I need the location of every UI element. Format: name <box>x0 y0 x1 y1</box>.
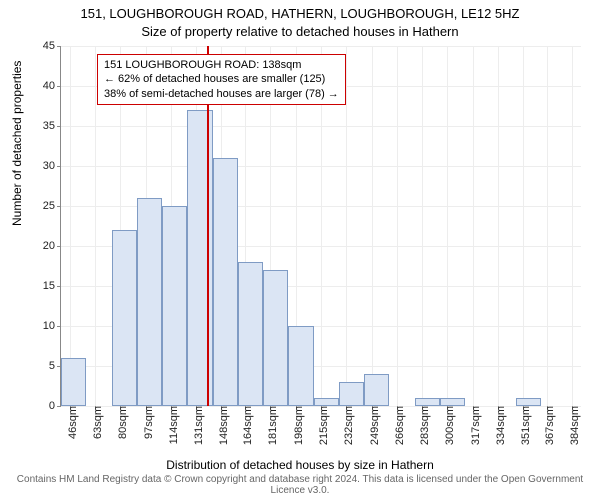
vgridline <box>447 46 448 406</box>
vgridline <box>372 46 373 406</box>
chart-container: 151, LOUGHBOROUGH ROAD, HATHERN, LOUGHBO… <box>0 0 600 500</box>
histogram-bar <box>415 398 440 406</box>
histogram-bar <box>516 398 541 406</box>
histogram-bar <box>288 326 313 406</box>
vgridline <box>473 46 474 406</box>
histogram-bar <box>187 110 212 406</box>
histogram-bar <box>263 270 288 406</box>
vgridline <box>95 46 96 406</box>
histogram-bar <box>440 398 465 406</box>
vgridline <box>523 46 524 406</box>
xtick-label: 334sqm <box>489 406 507 445</box>
annotation-box: 151 LOUGHBOROUGH ROAD: 138sqm ← 62% of d… <box>97 54 346 105</box>
chart-title-main: 151, LOUGHBOROUGH ROAD, HATHERN, LOUGHBO… <box>0 6 600 21</box>
xtick-label: 351sqm <box>514 406 532 445</box>
xtick-label: 131sqm <box>187 406 205 445</box>
xtick-label: 97sqm <box>137 406 155 439</box>
xtick-label: 46sqm <box>61 406 79 439</box>
annotation-line-3: 38% of semi-detached houses are larger (… <box>104 87 339 101</box>
footer-text: Contains HM Land Registry data © Crown c… <box>0 474 600 496</box>
histogram-bar <box>162 206 187 406</box>
annotation-line-2: ← 62% of detached houses are smaller (12… <box>104 72 339 86</box>
ytick-label: 5 <box>49 360 61 372</box>
xtick-label: 367sqm <box>538 406 556 445</box>
ytick-label: 25 <box>43 200 61 212</box>
ytick-label: 10 <box>43 320 61 332</box>
xtick-label: 384sqm <box>563 406 581 445</box>
xtick-label: 249sqm <box>363 406 381 445</box>
xtick-label: 266sqm <box>388 406 406 445</box>
xtick-label: 215sqm <box>312 406 330 445</box>
xtick-label: 114sqm <box>162 406 180 444</box>
vgridline <box>572 46 573 406</box>
ytick-label: 0 <box>49 400 61 412</box>
y-axis-label: Number of detached properties <box>10 61 24 226</box>
histogram-bar <box>137 198 162 406</box>
vgridline <box>397 46 398 406</box>
vgridline <box>547 46 548 406</box>
xtick-label: 317sqm <box>464 406 482 445</box>
ytick-label: 30 <box>43 160 61 172</box>
histogram-bar <box>364 374 389 406</box>
vgridline <box>346 46 347 406</box>
histogram-bar <box>339 382 364 406</box>
xtick-label: 164sqm <box>236 406 254 445</box>
vgridline <box>70 46 71 406</box>
plot-area: 05101520253035404546sqm63sqm80sqm97sqm11… <box>60 46 581 407</box>
xtick-label: 63sqm <box>86 406 104 439</box>
ytick-label: 20 <box>43 240 61 252</box>
xtick-label: 300sqm <box>438 406 456 445</box>
annotation-line-1: 151 LOUGHBOROUGH ROAD: 138sqm <box>104 58 339 72</box>
xtick-label: 232sqm <box>337 406 355 445</box>
histogram-bar <box>112 230 137 406</box>
x-axis-label: Distribution of detached houses by size … <box>0 458 600 472</box>
xtick-label: 283sqm <box>413 406 431 445</box>
ytick-label: 35 <box>43 120 61 132</box>
vgridline <box>422 46 423 406</box>
histogram-bar <box>238 262 263 406</box>
histogram-bar <box>61 358 86 406</box>
vgridline <box>498 46 499 406</box>
xtick-label: 181sqm <box>261 406 279 445</box>
histogram-bar <box>213 158 238 406</box>
xtick-label: 148sqm <box>212 406 230 445</box>
chart-title-sub: Size of property relative to detached ho… <box>0 24 600 39</box>
ytick-label: 40 <box>43 80 61 92</box>
xtick-label: 198sqm <box>287 406 305 445</box>
ytick-label: 15 <box>43 280 61 292</box>
ytick-label: 45 <box>43 40 61 52</box>
histogram-bar <box>314 398 339 406</box>
xtick-label: 80sqm <box>111 406 129 439</box>
